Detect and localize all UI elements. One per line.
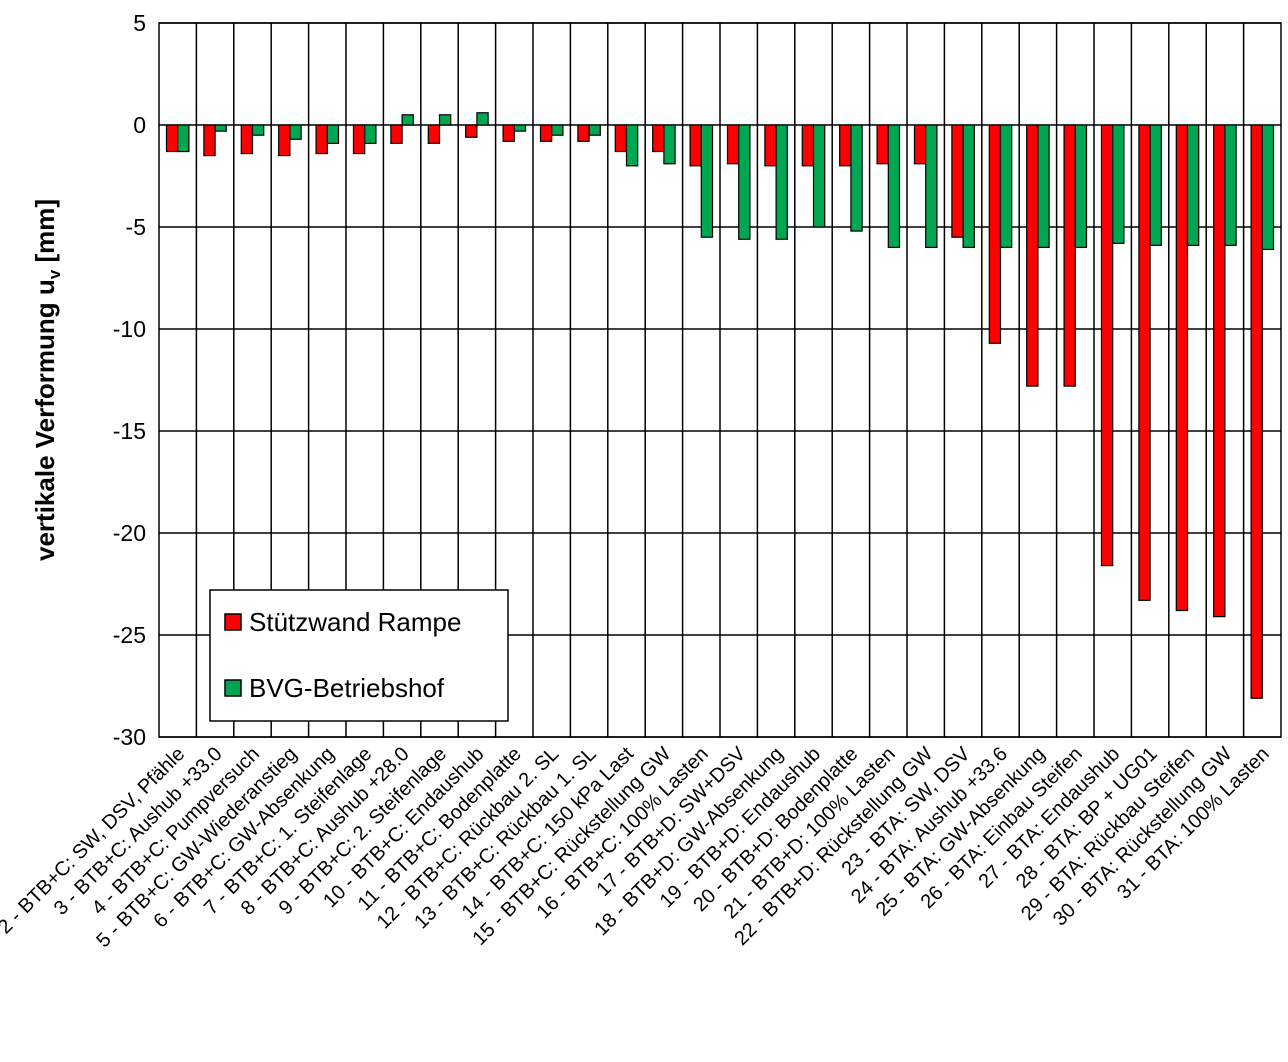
bar-stuetzwand-rampe [913, 124, 927, 165]
bar-stuetzwand-rampe [240, 124, 254, 155]
bar-stuetzwand-rampe [614, 124, 628, 153]
bar-bvg-betriebshof [850, 124, 863, 232]
bar-stuetzwand-rampe [465, 124, 478, 138]
bar-bvg-betriebshof [588, 124, 601, 136]
bar-bvg-betriebshof [738, 124, 751, 240]
bar-stuetzwand-rampe [539, 124, 553, 142]
legend-swatch-bvg [224, 679, 242, 697]
bar-stuetzwand-rampe [1213, 124, 1226, 618]
bar-stuetzwand-rampe [203, 124, 216, 157]
bar-stuetzwand-rampe [1063, 124, 1076, 387]
bar-bvg-betriebshof [812, 124, 826, 228]
bar-bvg-betriebshof [775, 124, 788, 240]
bar-bvg-betriebshof [925, 124, 938, 249]
y-tick-label: -15 [113, 418, 146, 444]
bar-stuetzwand-rampe [876, 124, 889, 165]
bar-bvg-betriebshof [326, 124, 340, 144]
y-axis-title-main: vertikale Verformung u [30, 279, 60, 561]
y-axis-title-unit: [mm] [30, 199, 60, 270]
bar-bvg-betriebshof [1186, 124, 1200, 246]
y-tick-label: -30 [113, 724, 146, 750]
bar-stuetzwand-rampe [839, 124, 852, 167]
bar-stuetzwand-rampe [801, 124, 815, 167]
y-tick-label: -20 [113, 520, 146, 546]
bar-bvg-betriebshof [251, 124, 265, 136]
bar-stuetzwand-rampe [165, 124, 179, 153]
bar-bvg-betriebshof [700, 124, 714, 238]
bar-bvg-betriebshof [476, 112, 489, 126]
bar-stuetzwand-rampe [988, 124, 1002, 344]
bar-bvg-betriebshof [551, 124, 564, 136]
bar-stuetzwand-rampe [1026, 124, 1039, 387]
bar-stuetzwand-rampe [951, 124, 964, 238]
bar-stuetzwand-rampe [1175, 124, 1189, 612]
legend-label-stuetzwand: Stützwand Rampe [249, 607, 461, 637]
y-tick-label: -5 [126, 214, 146, 240]
bar-bvg-betriebshof [289, 124, 302, 140]
bar-stuetzwand-rampe [278, 124, 291, 157]
bar-bvg-betriebshof [364, 124, 377, 144]
y-axis-title-subscript: v [45, 269, 64, 279]
legend: Stützwand Rampe BVG-Betriebshof [209, 589, 509, 722]
bar-stuetzwand-rampe [1138, 124, 1151, 601]
bar-stuetzwand-rampe [1250, 124, 1263, 699]
legend-swatch-stuetzwand [224, 613, 242, 631]
bar-bvg-betriebshof [999, 124, 1013, 249]
bar-bvg-betriebshof [401, 114, 414, 126]
plot-frame [158, 22, 1282, 738]
bar-bvg-betriebshof [962, 124, 975, 249]
bar-stuetzwand-rampe [502, 124, 515, 142]
bar-stuetzwand-rampe [652, 124, 665, 153]
bar-bvg-betriebshof [1261, 124, 1275, 251]
bar-stuetzwand-rampe [352, 124, 366, 155]
y-tick-label: 5 [133, 10, 146, 36]
bar-stuetzwand-rampe [577, 124, 590, 142]
bar-bvg-betriebshof [513, 124, 527, 132]
y-axis-title: vertikale Verformung uv [mm] [30, 199, 64, 561]
bar-bvg-betriebshof [1112, 124, 1125, 244]
bar-stuetzwand-rampe [1100, 124, 1114, 567]
bar-stuetzwand-rampe [764, 124, 777, 167]
bars [165, 112, 1275, 699]
bar-bvg-betriebshof [887, 124, 901, 249]
bar-bvg-betriebshof [663, 124, 676, 165]
bar-bvg-betriebshof [214, 124, 227, 132]
bar-bvg-betriebshof [1224, 124, 1237, 246]
legend-box [209, 589, 509, 722]
bar-stuetzwand-rampe [726, 124, 740, 165]
bar-stuetzwand-rampe [689, 124, 702, 167]
y-tick-label: -10 [113, 316, 146, 342]
bar-stuetzwand-rampe [315, 124, 328, 155]
y-tick-label: -25 [113, 622, 146, 648]
bar-bvg-betriebshof [1074, 124, 1088, 249]
bar-bvg-betriebshof [177, 124, 190, 153]
bar-bvg-betriebshof [438, 114, 452, 126]
y-tick-label: 0 [133, 112, 146, 138]
y-tick-labels: 5 0 -5 -10 -15 -20 -25 -30 [113, 10, 146, 750]
bar-bvg-betriebshof [1037, 124, 1050, 249]
bar-stuetzwand-rampe [427, 124, 441, 144]
bar-bvg-betriebshof [625, 124, 639, 167]
bar-bvg-betriebshof [1149, 124, 1162, 246]
legend-label-bvg: BVG-Betriebshof [249, 673, 445, 703]
bar-stuetzwand-rampe [390, 124, 403, 144]
